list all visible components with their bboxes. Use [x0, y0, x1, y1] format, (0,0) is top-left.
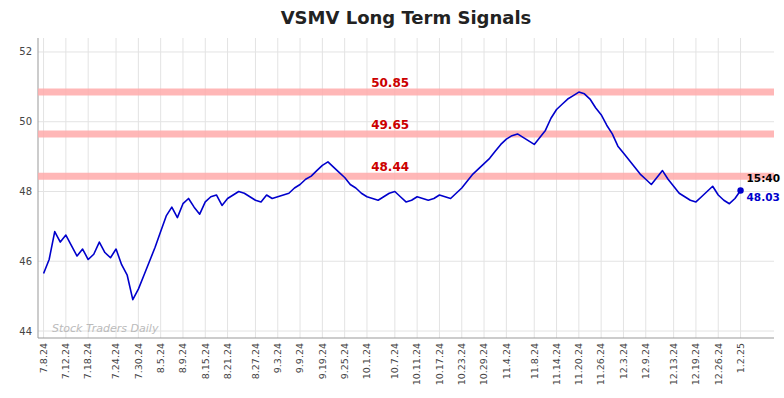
x-grid-line — [300, 38, 301, 338]
x-grid-line — [366, 38, 367, 338]
x-tick-label: 11.4.24 — [501, 343, 512, 379]
end-time-label: 15:40 — [747, 172, 780, 184]
signal-label: 49.65 — [371, 118, 409, 132]
x-grid-line — [138, 38, 139, 338]
x-grid-line — [255, 38, 256, 338]
x-grid-line — [484, 38, 485, 338]
x-tick-label: 7.30.24 — [133, 343, 144, 379]
x-grid-line — [439, 38, 440, 338]
x-tick-label: 8.21.24 — [222, 343, 233, 379]
x-grid-line — [623, 38, 624, 338]
end-marker — [737, 187, 743, 193]
x-tick-label: 10.11.24 — [411, 343, 422, 385]
x-tick-label: 9.25.24 — [339, 343, 350, 379]
x-tick-label: 11.8.24 — [529, 343, 540, 379]
x-grid-line — [344, 38, 345, 338]
plot-area — [38, 92, 774, 300]
x-grid-line — [601, 38, 602, 338]
watermark: Stock Traders Daily — [52, 322, 159, 335]
grid — [38, 38, 774, 338]
x-grid-line — [695, 38, 696, 338]
x-tick-label: 7.18.24 — [82, 343, 93, 379]
x-tick-label: 9.3.24 — [272, 343, 283, 373]
signal-label: 48.44 — [371, 160, 409, 174]
x-grid-line — [182, 38, 183, 338]
x-grid-line — [65, 38, 66, 338]
x-tick-label: 9.9.24 — [294, 343, 305, 373]
x-grid-line — [506, 38, 507, 338]
x-tick-label: 12.26.24 — [713, 343, 724, 385]
y-tick-label: 44 — [19, 326, 32, 337]
chart: 44 46 48 50 52 7.8.24 7.12.24 7.18.24 7.24.24 7.3… — [0, 0, 784, 398]
x-grid-line — [417, 38, 418, 338]
x-tick-label: 11.26.24 — [595, 343, 606, 385]
x-grid-line — [556, 38, 557, 338]
x-tick-label: 10.1.24 — [361, 343, 372, 379]
x-grid-line — [116, 38, 117, 338]
x-tick-label: 8.5.24 — [155, 343, 166, 373]
y-grid-line — [38, 51, 774, 52]
end-value-label: 48.03 — [747, 191, 780, 203]
x-grid-line — [718, 38, 719, 338]
x-tick-label: 10.7.24 — [389, 343, 400, 379]
price-line — [44, 92, 741, 300]
background — [0, 0, 784, 398]
x-grid-line — [673, 38, 674, 338]
x-tick-label: 10.29.24 — [478, 343, 489, 385]
x-tick-label: 8.15.24 — [200, 343, 211, 379]
y-axis-line — [38, 38, 39, 338]
x-tick-label: 7.24.24 — [110, 343, 121, 379]
x-grid-line — [277, 38, 278, 338]
signal-label: 50.85 — [371, 76, 409, 90]
x-tick-label: 8.9.24 — [177, 343, 188, 373]
x-grid-line — [645, 38, 646, 338]
x-tick-label: 9.19.24 — [317, 343, 328, 379]
x-grid-line — [205, 38, 206, 338]
x-tick-label: 12.3.24 — [618, 343, 629, 379]
y-tick-label: 48 — [19, 186, 32, 197]
y-tick-label: 52 — [19, 46, 32, 57]
y-tick-label: 50 — [19, 116, 32, 127]
x-grid-line — [322, 38, 323, 338]
x-tick-label: 1.2.25 — [735, 343, 746, 373]
y-grid-line — [38, 191, 774, 192]
x-tick-label: 12.19.24 — [690, 343, 701, 385]
x-grid-line — [534, 38, 535, 338]
x-tick-label: 7.8.24 — [38, 343, 49, 373]
x-grid-line — [43, 38, 44, 338]
y-tick-label: 46 — [19, 256, 32, 267]
x-tick-label: 10.23.24 — [456, 343, 467, 385]
x-grid-line — [160, 38, 161, 338]
x-grid-line — [227, 38, 228, 338]
title: VSMV Long Term Signals — [281, 7, 532, 28]
x-tick-label: 8.27.24 — [250, 343, 261, 379]
x-tick-label: 11.14.24 — [551, 343, 562, 385]
x-tick-label: 12.9.24 — [640, 343, 651, 379]
x-axis-line — [38, 338, 774, 339]
y-grid-line — [38, 261, 774, 262]
x-grid-line — [578, 38, 579, 338]
x-tick-label: 10.17.24 — [434, 343, 445, 385]
x-grid-line — [88, 38, 89, 338]
x-tick-label: 11.20.24 — [573, 343, 584, 385]
x-tick-label: 12.13.24 — [668, 343, 679, 385]
x-tick-label: 7.12.24 — [60, 343, 71, 379]
